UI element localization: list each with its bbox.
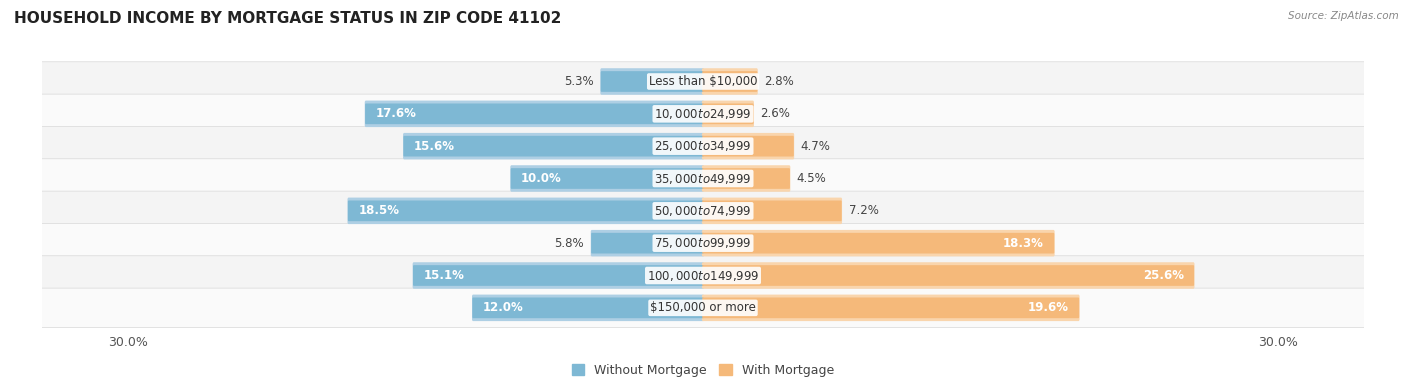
Text: 15.1%: 15.1%	[423, 269, 464, 282]
FancyBboxPatch shape	[702, 230, 1054, 256]
Text: 15.6%: 15.6%	[413, 139, 454, 153]
FancyBboxPatch shape	[702, 297, 1080, 318]
Text: 4.7%: 4.7%	[800, 139, 831, 153]
Legend: Without Mortgage, With Mortgage: Without Mortgage, With Mortgage	[567, 359, 839, 378]
FancyBboxPatch shape	[591, 230, 704, 256]
Text: Less than $10,000: Less than $10,000	[648, 75, 758, 88]
FancyBboxPatch shape	[702, 101, 754, 127]
Text: 18.5%: 18.5%	[359, 204, 399, 217]
Text: 5.8%: 5.8%	[554, 237, 585, 250]
FancyBboxPatch shape	[364, 101, 704, 127]
FancyBboxPatch shape	[702, 265, 1194, 286]
FancyBboxPatch shape	[702, 133, 794, 160]
FancyBboxPatch shape	[472, 294, 704, 321]
FancyBboxPatch shape	[702, 262, 1195, 289]
FancyBboxPatch shape	[510, 165, 704, 192]
FancyBboxPatch shape	[39, 288, 1367, 328]
Text: $50,000 to $74,999: $50,000 to $74,999	[654, 204, 752, 218]
FancyBboxPatch shape	[39, 127, 1367, 166]
Text: $100,000 to $149,999: $100,000 to $149,999	[647, 268, 759, 282]
FancyBboxPatch shape	[702, 68, 758, 95]
Text: 10.0%: 10.0%	[522, 172, 562, 185]
FancyBboxPatch shape	[702, 168, 790, 189]
FancyBboxPatch shape	[472, 297, 704, 318]
FancyBboxPatch shape	[702, 165, 790, 192]
FancyBboxPatch shape	[702, 104, 754, 124]
FancyBboxPatch shape	[366, 104, 704, 124]
Text: Source: ZipAtlas.com: Source: ZipAtlas.com	[1288, 11, 1399, 21]
FancyBboxPatch shape	[39, 159, 1367, 198]
FancyBboxPatch shape	[39, 223, 1367, 263]
Text: 17.6%: 17.6%	[375, 107, 416, 120]
Text: $150,000 or more: $150,000 or more	[650, 301, 756, 314]
FancyBboxPatch shape	[702, 233, 1054, 254]
Text: 19.6%: 19.6%	[1028, 301, 1069, 314]
FancyBboxPatch shape	[510, 168, 704, 189]
Text: $35,000 to $49,999: $35,000 to $49,999	[654, 172, 752, 186]
Text: HOUSEHOLD INCOME BY MORTGAGE STATUS IN ZIP CODE 41102: HOUSEHOLD INCOME BY MORTGAGE STATUS IN Z…	[14, 11, 561, 26]
Text: 18.3%: 18.3%	[1002, 237, 1043, 250]
FancyBboxPatch shape	[600, 68, 704, 95]
FancyBboxPatch shape	[39, 191, 1367, 231]
FancyBboxPatch shape	[404, 133, 704, 160]
FancyBboxPatch shape	[702, 200, 842, 221]
FancyBboxPatch shape	[404, 136, 704, 156]
Text: 2.6%: 2.6%	[761, 107, 790, 120]
FancyBboxPatch shape	[347, 200, 704, 221]
Text: 7.2%: 7.2%	[849, 204, 879, 217]
Text: 2.8%: 2.8%	[765, 75, 794, 88]
Text: 4.5%: 4.5%	[797, 172, 827, 185]
FancyBboxPatch shape	[702, 198, 842, 224]
Text: 5.3%: 5.3%	[564, 75, 593, 88]
FancyBboxPatch shape	[702, 136, 794, 156]
FancyBboxPatch shape	[39, 94, 1367, 133]
FancyBboxPatch shape	[591, 233, 704, 254]
Text: $10,000 to $24,999: $10,000 to $24,999	[654, 107, 752, 121]
FancyBboxPatch shape	[39, 256, 1367, 295]
Text: $75,000 to $99,999: $75,000 to $99,999	[654, 236, 752, 250]
FancyBboxPatch shape	[39, 62, 1367, 101]
FancyBboxPatch shape	[702, 294, 1080, 321]
FancyBboxPatch shape	[412, 262, 704, 289]
FancyBboxPatch shape	[347, 198, 704, 224]
Text: 12.0%: 12.0%	[482, 301, 523, 314]
FancyBboxPatch shape	[600, 71, 704, 92]
FancyBboxPatch shape	[702, 71, 758, 92]
Text: 25.6%: 25.6%	[1143, 269, 1184, 282]
FancyBboxPatch shape	[413, 265, 704, 286]
Text: $25,000 to $34,999: $25,000 to $34,999	[654, 139, 752, 153]
